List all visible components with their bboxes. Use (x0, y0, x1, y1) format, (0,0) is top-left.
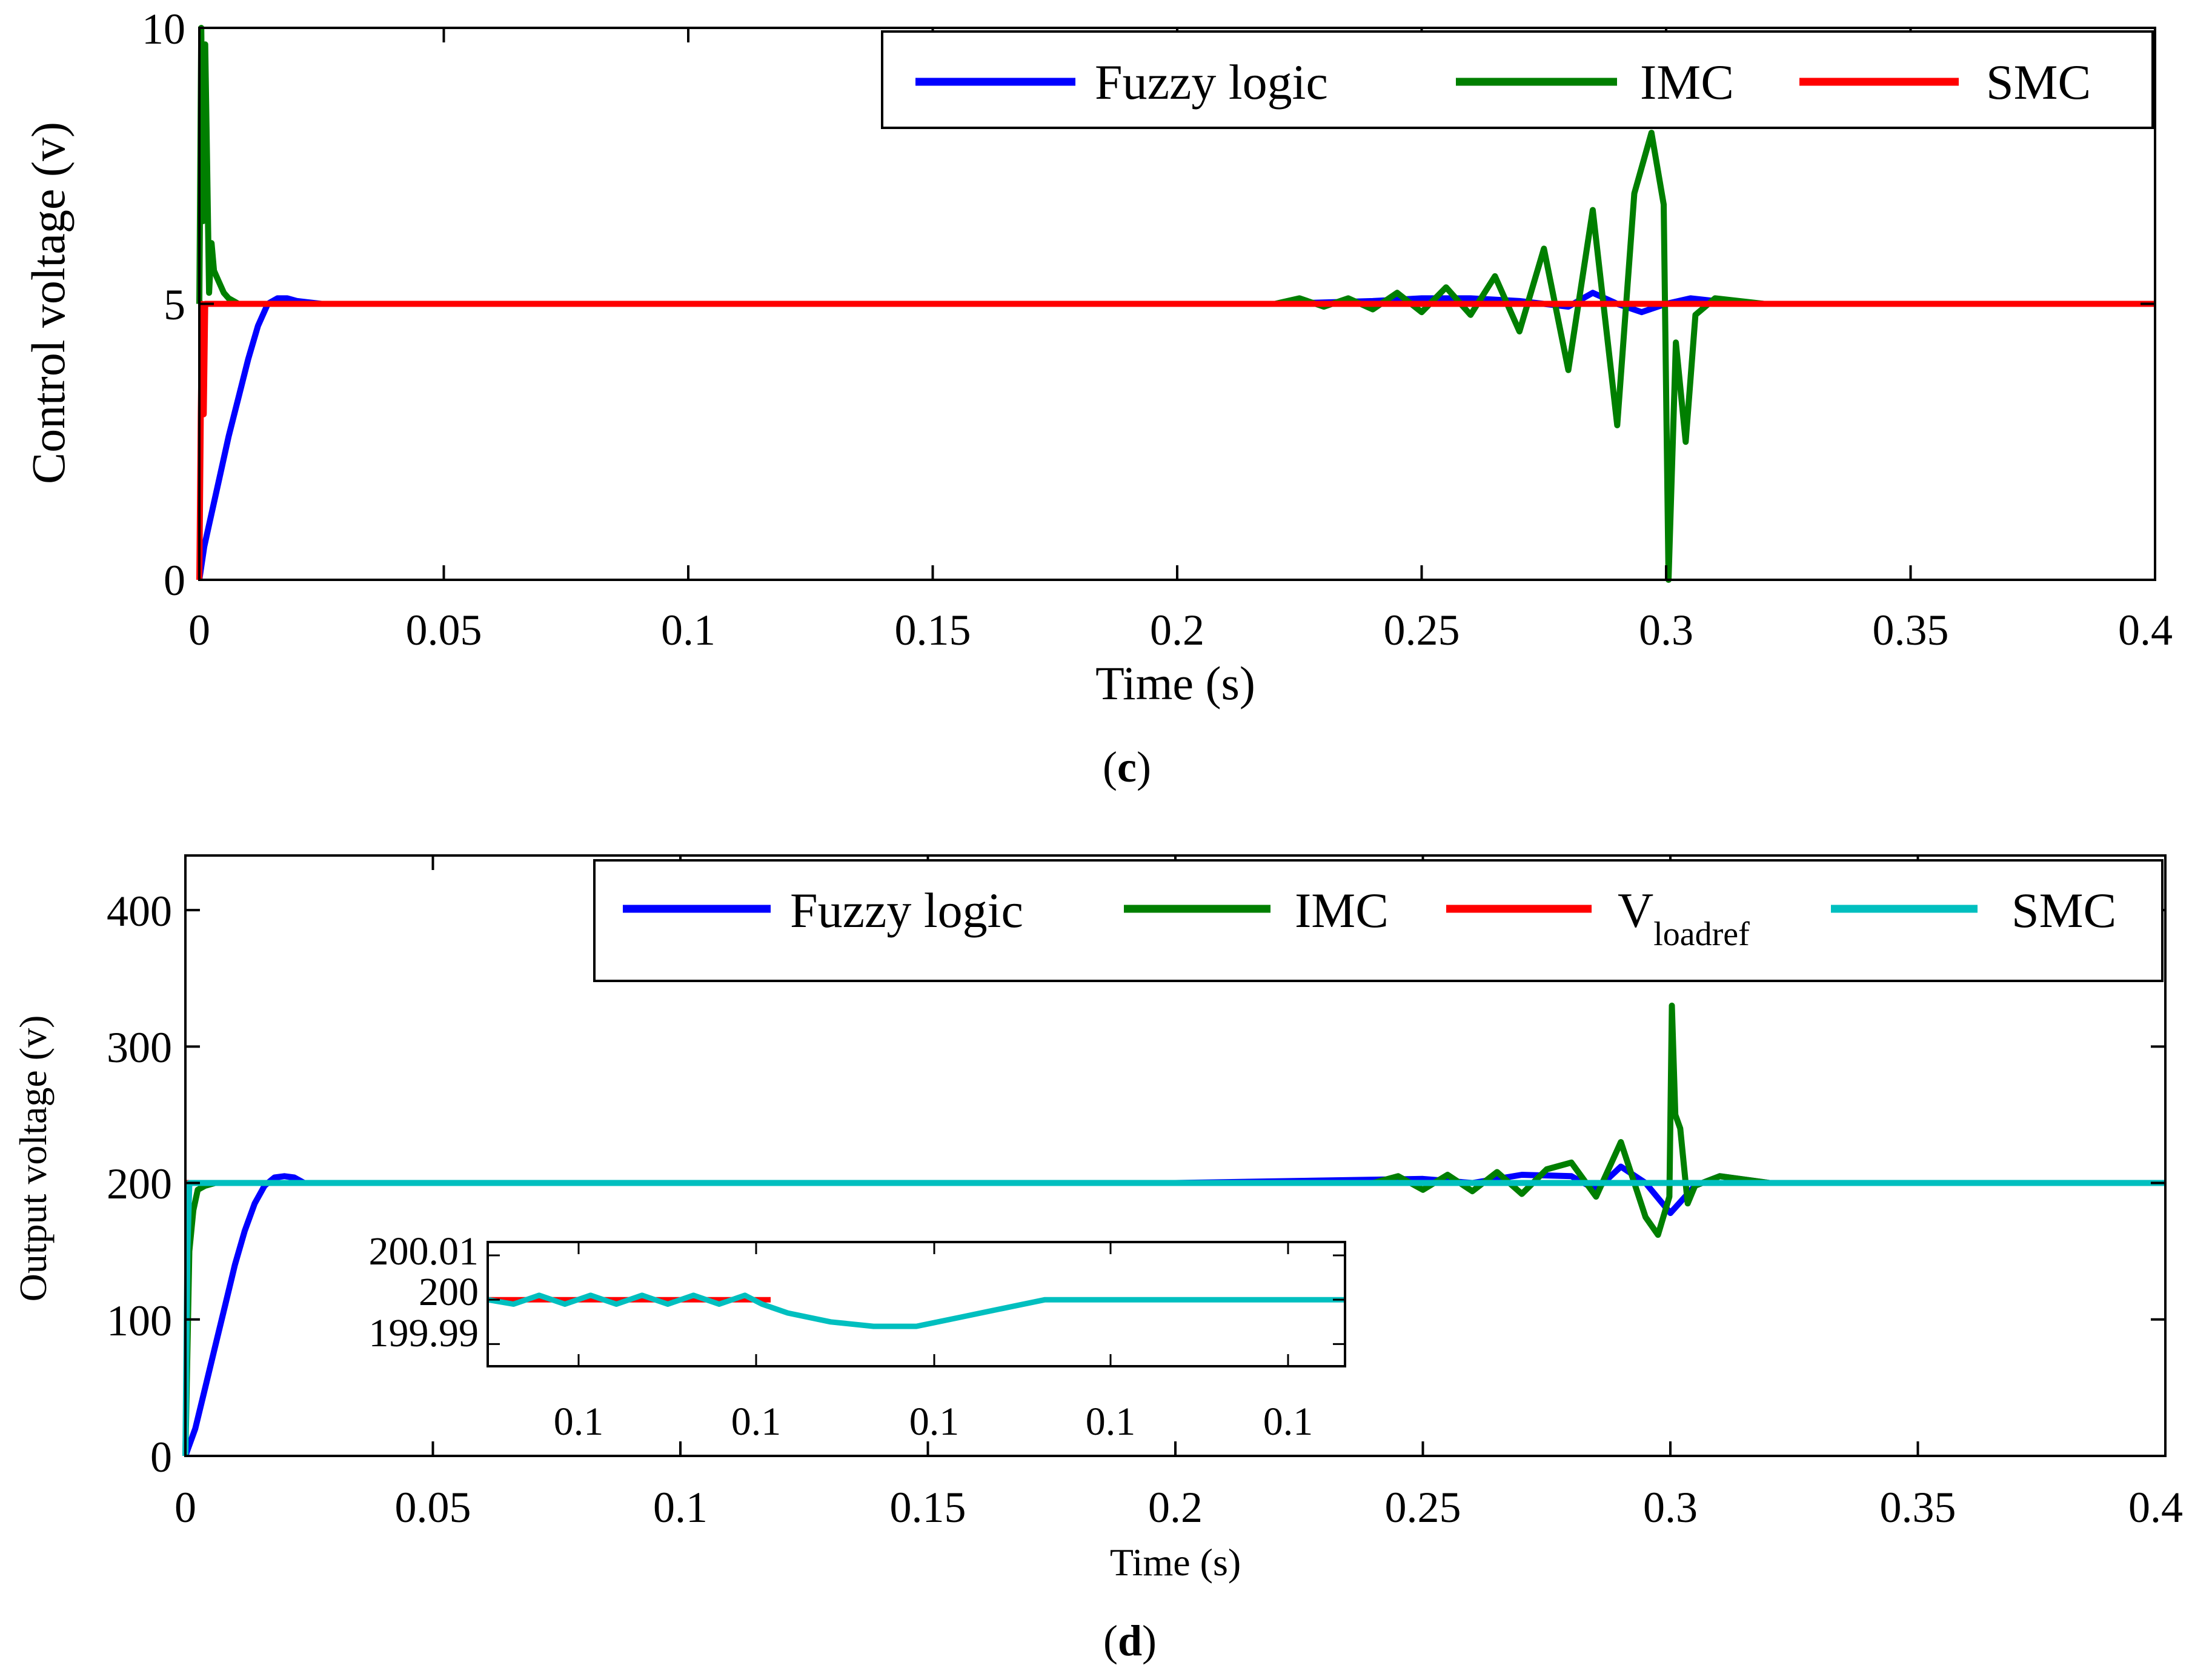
panel-d-series (182, 1002, 2165, 1457)
panel-c-x-axis-label: Time (s) (1095, 657, 1255, 709)
legend-label-imc: IMC (1640, 55, 1734, 110)
panel-c-y-tick-label: 0 (164, 556, 185, 605)
inset-series (487, 1292, 1345, 1329)
panel-c-y-tick-label: 10 (142, 5, 185, 53)
panel-c-legend: Fuzzy logic IMC SMC (881, 30, 2154, 129)
panel-d-x-tick-label: 0.25 (1385, 1483, 1461, 1532)
panel-d-y-tick-label: 0 (150, 1433, 172, 1481)
inset-x-tick-label: 0.1 (1086, 1400, 1136, 1444)
panel-d-x-axis-label: Time (s) (1110, 1541, 1241, 1584)
panel-d: 0 100 200 300 400 0 0.05 0.1 0.15 0.2 0.… (12, 854, 2183, 1665)
panel-d-x-tick-label: 0.1 (653, 1483, 708, 1532)
panel-c-x-tick-label: 0.35 (1873, 606, 1949, 654)
inset-x-tick-label: 0.1 (909, 1400, 960, 1444)
panel-c-x-tick-label: 0 (188, 606, 210, 654)
panel-d-y-tick-label: 100 (107, 1297, 172, 1345)
inset-y-tick-label: 200.01 (369, 1229, 479, 1274)
panel-d-legend: Fuzzy logic IMC Vloadref SMC (593, 859, 2164, 982)
panel-c-caption: (c) (1103, 743, 1151, 791)
panel-d-caption-open: ( (1103, 1616, 1118, 1665)
inset-frame (487, 1241, 1346, 1367)
panel-c-y-tick-label: 5 (164, 281, 185, 329)
panel-c: 0 5 10 0 0.05 0.1 0.15 0.2 0.25 0.3 0.35… (22, 5, 2173, 791)
inset-y-tick-label: 199.99 (369, 1311, 479, 1355)
legend-label-vref-main: V (1618, 883, 1653, 938)
panel-d-x-tick-label: 0.3 (1643, 1483, 1698, 1532)
inset-background (488, 1242, 1345, 1366)
panel-c-x-tick-label: 0.05 (406, 606, 482, 654)
inset-series-smc (487, 1292, 1345, 1329)
legend-label-fuzzy: Fuzzy logic (1095, 55, 1328, 110)
panel-d-legend-box (593, 859, 2164, 982)
legend-label-smc: SMC (1986, 55, 2091, 110)
legend-label-vref: Vloadref (1618, 883, 1750, 953)
panel-c-caption-open: ( (1103, 743, 1117, 791)
panel-d-x-tick-label: 0.4 (2128, 1483, 2183, 1532)
panel-d-y-tick-label: 300 (107, 1023, 172, 1072)
panel-c-x-tick-label: 0.25 (1384, 606, 1460, 654)
panel-c-x-tick-label: 0.2 (1150, 606, 1204, 654)
panel-d-x-tick-label: 0 (174, 1483, 196, 1532)
inset-y-tick-label: 200 (419, 1270, 479, 1314)
panel-d-caption-letter: d (1118, 1616, 1142, 1665)
panel-c-caption-close: ) (1137, 743, 1151, 791)
panel-c-series-fuzzy-logic (196, 290, 2155, 580)
inset-ticks (488, 1242, 1345, 1366)
panel-d-y-axis-label: Output voltage (v) (12, 1015, 55, 1302)
panel-d-x-tick-label: 0.05 (395, 1483, 471, 1532)
legend-label-fuzzy: Fuzzy logic (790, 883, 1023, 938)
panel-d-series-smc (182, 1180, 2165, 1457)
panel-d-x-tick-label: 0.15 (890, 1483, 966, 1532)
panel-d-x-tick-label: 0.35 (1880, 1483, 1956, 1532)
legend-label-vref-subscript: loadref (1653, 915, 1750, 953)
panel-c-x-tick-label: 0.4 (2118, 606, 2173, 654)
legend-label-imc: IMC (1295, 883, 1389, 938)
inset-x-tick-label: 0.1 (1263, 1400, 1314, 1444)
panel-d-y-tick-label: 400 (107, 887, 172, 935)
panel-d-series-imc (182, 1002, 2165, 1457)
panel-c-x-tick-label: 0.15 (895, 606, 971, 654)
panel-d-y-tick-label: 200 (107, 1160, 172, 1208)
panel-c-caption-letter: c (1117, 743, 1137, 791)
legend-label-smc: SMC (2011, 883, 2116, 938)
panel-d-inset: 200.01 200 199.99 0.1 0.1 0.1 0.1 0.1 (369, 1229, 1346, 1444)
panel-c-x-tick-label: 0.1 (661, 606, 716, 654)
panel-d-caption: (d) (1103, 1616, 1157, 1665)
panel-c-series-smc (196, 301, 2155, 580)
panel-d-caption-close: ) (1142, 1616, 1157, 1665)
inset-x-tick-label: 0.1 (731, 1400, 782, 1444)
panel-c-y-axis-label: Control voltage (v) (22, 122, 75, 484)
panel-c-x-tick-label: 0.3 (1639, 606, 1693, 654)
inset-x-tick-label: 0.1 (554, 1400, 604, 1444)
panel-d-x-tick-label: 0.2 (1148, 1483, 1203, 1532)
